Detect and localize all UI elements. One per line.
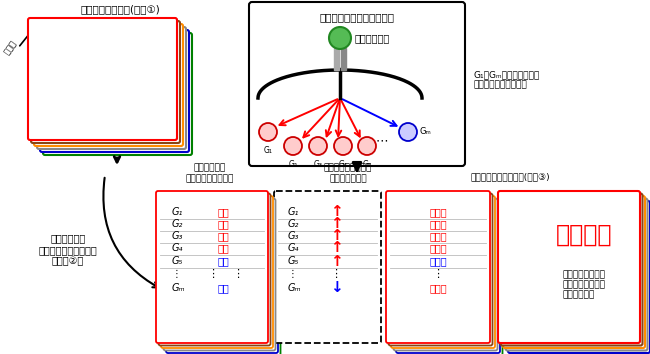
FancyBboxPatch shape [274,191,381,343]
Text: ⋮: ⋮ [233,269,244,279]
FancyBboxPatch shape [166,201,278,353]
Text: 各細胞腫の: 各細胞腫の [99,46,135,58]
FancyBboxPatch shape [510,204,650,354]
Text: 活性亢進: 活性亢進 [556,223,612,247]
Text: パスウェイにおける
各遺伝子の機能: パスウェイにおける 各遺伝子の機能 [324,164,372,183]
FancyBboxPatch shape [164,199,276,350]
Text: G₄: G₄ [288,243,300,253]
Text: ×: × [109,73,125,91]
FancyBboxPatch shape [508,201,650,353]
Text: 活性化: 活性化 [429,207,447,217]
FancyBboxPatch shape [391,196,495,348]
Circle shape [399,123,417,141]
Text: ⋮: ⋮ [288,269,298,279]
Text: 活性化: 活性化 [429,243,447,253]
Text: パスウェイ活性の予測(工程③): パスウェイ活性の予測(工程③) [470,172,550,181]
FancyBboxPatch shape [249,2,465,166]
Text: eQTLカタログ: eQTLカタログ [86,59,148,73]
Text: G₄: G₄ [172,243,183,253]
FancyBboxPatch shape [34,24,183,146]
Text: パスウェイのデータベース: パスウェイのデータベース [320,12,395,22]
Text: Gₘ: Gₘ [172,283,186,293]
Text: 活性化: 活性化 [429,283,447,293]
Text: Gₘ: Gₘ [288,283,302,293]
Text: 低下: 低下 [217,283,229,293]
Text: G₅: G₅ [363,160,372,169]
Text: G₁: G₁ [172,207,183,217]
Text: 亢進: 亢進 [217,207,229,217]
Text: ⋮: ⋮ [172,269,182,279]
FancyBboxPatch shape [500,194,642,346]
FancyBboxPatch shape [506,199,647,350]
Text: G₃: G₃ [313,160,322,169]
Text: ⋮: ⋮ [207,269,218,279]
Text: 不活化: 不活化 [429,256,447,266]
Text: ↓: ↓ [330,280,343,296]
FancyBboxPatch shape [31,21,180,143]
Text: 亢進: 亢進 [217,231,229,241]
FancyBboxPatch shape [43,33,192,155]
Text: 予測発現量の
患者・健常人間の比較
（工程②）: 予測発現量の 患者・健常人間の比較 （工程②） [38,233,98,267]
FancyBboxPatch shape [389,194,493,346]
Circle shape [358,137,376,155]
FancyBboxPatch shape [393,199,497,350]
Circle shape [309,137,327,155]
Text: 亢進: 亢進 [217,243,229,253]
Circle shape [329,27,351,49]
Text: ↑: ↑ [330,240,343,256]
Text: 活性化: 活性化 [429,231,447,241]
Text: ⋮: ⋮ [432,269,443,279]
Text: G₃: G₃ [172,231,183,241]
Text: ↑: ↑ [330,217,343,232]
Text: 予測発現量の計算(工程①): 予測発現量の計算(工程①) [80,4,160,14]
Text: G₁～Gₘはパスウェイに
登録されている遺伝子: G₁～Gₘはパスウェイに 登録されている遺伝子 [473,70,540,90]
Text: G₂: G₂ [289,160,298,169]
Text: 複数の遺伝子の活
性化・不活化の情
報全体を要約: 複数の遺伝子の活 性化・不活化の情 報全体を要約 [562,270,606,300]
FancyBboxPatch shape [396,201,500,353]
FancyBboxPatch shape [398,204,502,354]
Text: ⋮: ⋮ [330,269,341,279]
FancyBboxPatch shape [28,18,177,140]
Circle shape [259,123,277,141]
Text: G₂: G₂ [288,219,300,229]
FancyBboxPatch shape [40,30,189,152]
Text: 低下: 低下 [217,256,229,266]
Text: 亢進: 亢進 [217,219,229,229]
Text: 活性化: 活性化 [429,219,447,229]
Text: ↑: ↑ [330,253,343,268]
Bar [334,48,339,70]
FancyBboxPatch shape [168,204,281,354]
FancyBboxPatch shape [386,191,490,343]
Text: ↑: ↑ [330,205,343,219]
Text: G₃: G₃ [288,231,300,241]
FancyBboxPatch shape [498,191,640,343]
FancyBboxPatch shape [161,196,273,348]
FancyBboxPatch shape [156,191,268,343]
Circle shape [284,137,302,155]
Text: G₁: G₁ [263,146,272,155]
Text: サイトカイン: サイトカイン [355,33,390,43]
FancyBboxPatch shape [159,194,270,346]
FancyBboxPatch shape [503,196,645,348]
Text: 患者・健常人の: 患者・健常人の [92,91,142,104]
Text: ⋯: ⋯ [376,135,388,148]
FancyBboxPatch shape [37,27,186,149]
Text: G₅: G₅ [288,256,300,266]
Text: G₄: G₄ [339,160,348,169]
Circle shape [334,137,352,155]
Text: ↑: ↑ [330,228,343,244]
Text: G₁: G₁ [288,207,300,217]
Text: G₅: G₅ [172,256,183,266]
Text: Gₘ: Gₘ [419,127,431,137]
Text: 疾患における
発現調整異常の向き: 疾患における 発現調整異常の向き [186,164,234,183]
Text: G₂: G₂ [172,219,183,229]
Text: 遺伝子情報: 遺伝子情報 [99,105,135,119]
Bar [341,48,346,70]
Text: 細胞種: 細胞種 [3,38,19,56]
